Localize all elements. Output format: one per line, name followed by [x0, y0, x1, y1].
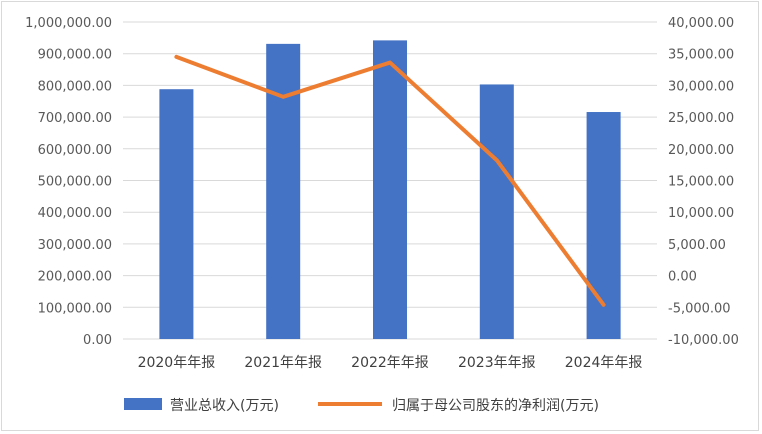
right-tick-label: 10,000.00: [668, 206, 734, 221]
line-series: [174, 54, 606, 307]
right-tick-label: 30,000.00: [668, 79, 734, 94]
right-tick-label: 20,000.00: [668, 143, 734, 158]
right-tick-label: 25,000.00: [668, 111, 734, 126]
right-tick-label: 15,000.00: [668, 175, 734, 190]
right-tick-label: 0.00: [668, 270, 697, 285]
category-label: 2022年年报: [351, 355, 429, 371]
left-tick-label: 200,000.00: [38, 270, 112, 285]
left-tick-label: 0.00: [83, 333, 112, 348]
category-label: 2021年年报: [244, 355, 322, 371]
right-tick-label: -5,000.00: [668, 301, 731, 316]
line-path: [174, 54, 606, 307]
legend: 营业总收入(万元) 归属于母公司股东的净利润(万元): [124, 397, 599, 414]
left-tick-label: 400,000.00: [38, 206, 112, 221]
category-label: 2020年年报: [138, 355, 216, 371]
left-tick-label: 1,000,000.00: [25, 16, 112, 31]
right-tick-label: 40,000.00: [668, 16, 734, 31]
left-tick-label: 800,000.00: [38, 79, 112, 94]
legend-bar-swatch: [124, 398, 162, 410]
right-tick-label: 5,000.00: [668, 238, 726, 253]
category-label: 2024年年报: [565, 355, 643, 371]
bar: [479, 84, 514, 339]
category-labels: 2020年年报 2021年年报 2022年年报 2023年年报 2024年年报: [138, 355, 643, 371]
left-tick-label: 600,000.00: [38, 143, 112, 158]
bar: [266, 43, 301, 340]
watermark-text: 搜狐号 | 诗与星空: [656, 406, 752, 421]
left-axis-ticks: 0.00 100,000.00 200,000.00 300,000.00 400,00…: [25, 16, 112, 348]
left-tick-label: 500,000.00: [38, 175, 112, 190]
left-tick-label: 900,000.00: [38, 48, 112, 63]
bar-series: [159, 40, 621, 340]
left-tick-label: 300,000.00: [38, 238, 112, 253]
category-label: 2023年年报: [458, 355, 536, 371]
bar: [373, 40, 407, 340]
watermark: 搜狐号 | 诗与星空: [656, 406, 752, 421]
left-tick-label: 100,000.00: [38, 301, 112, 316]
bar: [159, 89, 194, 339]
legend-line-label: 归属于母公司股东的净利润(万元): [392, 397, 599, 414]
right-tick-label: -10,000.00: [668, 333, 739, 348]
right-tick-label: 35,000.00: [668, 48, 734, 63]
bar: [586, 112, 621, 339]
right-axis-ticks: -10,000.00 -5,000.00 0.00 5,000.00 10,000.00…: [668, 16, 739, 348]
legend-bar-label: 营业总收入(万元): [170, 398, 279, 414]
left-tick-label: 700,000.00: [38, 111, 112, 126]
